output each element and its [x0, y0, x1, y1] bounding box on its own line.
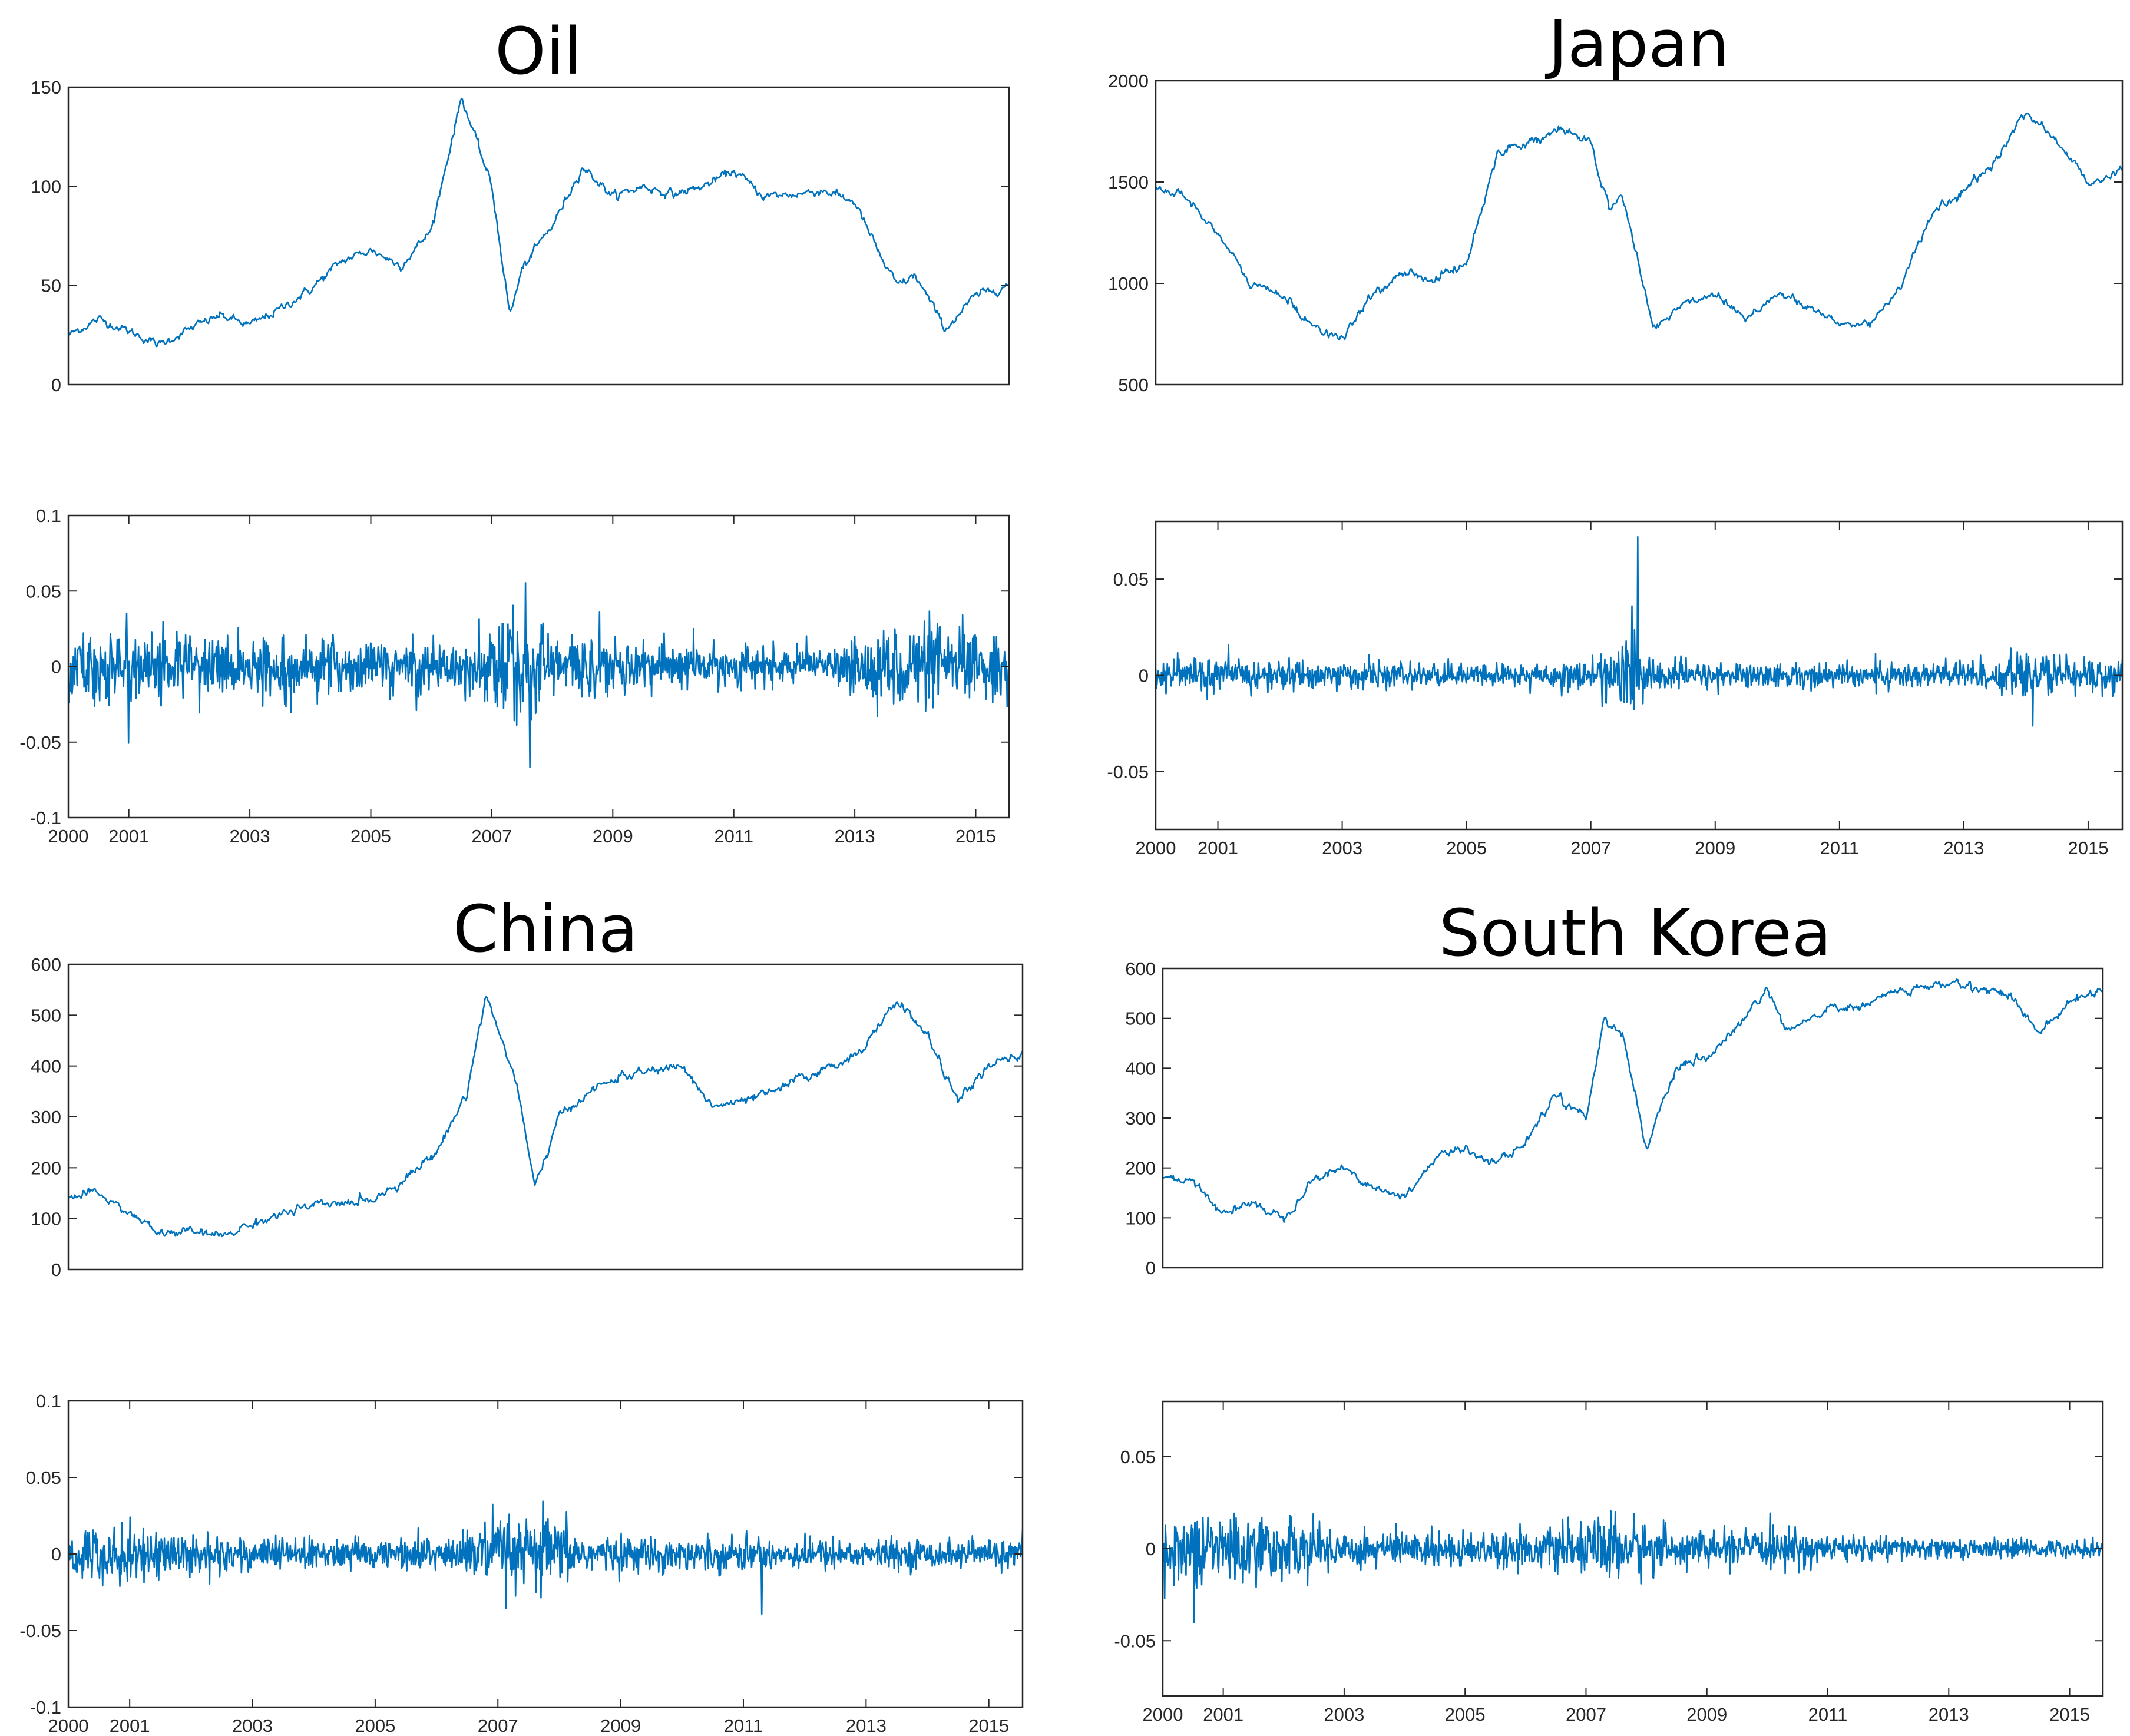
plot-frame	[1155, 80, 2124, 386]
y-tick-label: 500	[31, 1005, 61, 1026]
x-tick-label: 2015	[955, 826, 996, 846]
x-tick-label: 2007	[1570, 838, 1611, 858]
y-tick-label: 0	[1146, 1258, 1156, 1278]
y-tick-label: 150	[31, 77, 61, 98]
y-tick-label: 0	[51, 1259, 61, 1280]
series-line	[68, 996, 1023, 1238]
y-tick-label: 600	[1125, 958, 1156, 979]
x-tick-label: 2003	[1324, 1704, 1364, 1725]
x-tick-label: 2015	[2068, 838, 2108, 858]
x-tick-label: 2005	[1445, 1704, 1486, 1725]
x-tick-label: 2001	[108, 826, 149, 846]
x-tick-label: 2005	[1446, 838, 1487, 858]
chart-title: China	[453, 891, 638, 967]
x-tick-label: 2000	[48, 826, 89, 846]
x-tick-label: 2011	[1820, 838, 1860, 858]
x-tick-label: 2001	[110, 1715, 150, 1736]
x-tick-label: 2013	[846, 1715, 887, 1736]
x-tick-label: 2000	[48, 1715, 89, 1736]
y-tick-label: -0.1	[30, 1697, 61, 1718]
x-tick-label: 2000	[1136, 838, 1176, 858]
y-tick-label: 100	[31, 1209, 61, 1229]
chart-title: South Korea	[1439, 895, 1832, 971]
y-tick-label: 0.05	[26, 581, 61, 601]
x-tick-label: 2013	[835, 826, 875, 846]
x-tick-label: 2009	[1695, 838, 1735, 858]
y-tick-label: 400	[1125, 1058, 1156, 1079]
series-line	[1156, 112, 2122, 341]
x-tick-label: 2001	[1203, 1704, 1243, 1725]
x-tick-label: 2013	[1943, 838, 1984, 858]
series-line	[1163, 978, 2103, 1224]
y-tick-label: 500	[1118, 375, 1149, 395]
series-line	[68, 98, 1009, 348]
chart-panel-8: -0.05 0 0.05 2000 2001 2003 2005 2007 2009 2011 20…	[1114, 1400, 2104, 1725]
y-tick-label: -0.05	[19, 732, 61, 753]
y-tick-label: 0	[51, 375, 61, 395]
x-tick-label: 2003	[230, 826, 270, 846]
y-tick-label: 300	[1125, 1108, 1156, 1129]
series-line	[1156, 535, 2122, 727]
x-tick-label: 2007	[471, 826, 512, 846]
y-tick-label: 1500	[1108, 172, 1149, 193]
y-tick-label: 100	[31, 176, 61, 197]
x-tick-label: 2009	[600, 1715, 641, 1736]
x-tick-label: 2011	[1808, 1704, 1848, 1725]
x-tick-label: 2003	[232, 1715, 273, 1736]
x-tick-label: 2009	[1686, 1704, 1727, 1725]
y-tick-label: 0	[1146, 1539, 1156, 1559]
series-line	[1163, 1510, 2103, 1623]
y-tick-label: 300	[31, 1107, 61, 1127]
x-tick-label: 2003	[1322, 838, 1362, 858]
chart-title: Japan	[1545, 6, 1729, 81]
x-tick-label: 2013	[1929, 1704, 1969, 1725]
series-line	[68, 1500, 1023, 1615]
chart-panel-2: -0.1 -0.05 0 0.05 0.1 2000 2001 2003 2005 2007 200…	[19, 505, 1010, 846]
y-tick-label: 400	[31, 1056, 61, 1077]
chart-title: Oil	[495, 14, 582, 89]
y-tick-label: 0.1	[36, 505, 61, 526]
series-line	[68, 582, 1009, 768]
x-tick-label: 2000	[1143, 1704, 1183, 1725]
y-tick-label: 0.1	[36, 1391, 61, 1411]
y-tick-label: 600	[31, 954, 61, 975]
y-tick-label: 0	[51, 1544, 61, 1565]
y-tick-label: -0.05	[19, 1621, 61, 1641]
x-tick-label: 2005	[355, 1715, 395, 1736]
chart-panel-4: -0.05 0 0.05 2000 2001 2003 2005 2007 2009 2011 20…	[1107, 520, 2124, 858]
y-tick-label: 1000	[1108, 273, 1149, 294]
chart-panel-7: South Korea 0 100 200 300 400 500 600	[1125, 895, 2104, 1278]
x-tick-label: 2007	[478, 1715, 518, 1736]
y-tick-label: 500	[1125, 1008, 1156, 1029]
chart-panel-3: Japan 500 1000 1500 2000	[1108, 6, 2124, 395]
y-tick-label: -0.1	[30, 808, 61, 828]
x-tick-label: 2015	[2049, 1704, 2090, 1725]
chart-panel-5: China 0 100 200 300 400 500 600	[31, 891, 1024, 1280]
y-tick-label: 0	[51, 657, 61, 677]
plot-frame	[1162, 967, 2104, 1269]
y-tick-label: -0.05	[1114, 1631, 1156, 1651]
y-tick-label: 0.05	[1113, 569, 1149, 590]
x-tick-label: 2007	[1566, 1704, 1606, 1725]
y-tick-label: 0.05	[26, 1467, 61, 1488]
y-tick-label: 100	[1125, 1208, 1156, 1228]
x-tick-label: 2011	[714, 826, 753, 846]
y-tick-label: 50	[41, 276, 61, 296]
x-tick-label: 2001	[1198, 838, 1238, 858]
chart-panel-6: -0.1 -0.05 0 0.05 0.1 2000 2001 2003 2005 2007 200…	[19, 1391, 1024, 1736]
plot-frame	[67, 963, 1024, 1271]
x-tick-label: 2011	[724, 1715, 763, 1736]
x-tick-label: 2009	[593, 826, 633, 846]
y-tick-label: 200	[1125, 1158, 1156, 1179]
chart-panel-1: Oil 0 50 100 150	[31, 14, 1010, 395]
y-tick-label: 0	[1139, 666, 1149, 686]
y-tick-label: 0.05	[1120, 1447, 1156, 1467]
plot-frame	[67, 86, 1010, 386]
x-tick-label: 2005	[350, 826, 391, 846]
x-tick-label: 2015	[968, 1715, 1009, 1736]
y-tick-label: 2000	[1108, 71, 1149, 91]
y-tick-label: -0.05	[1107, 762, 1149, 782]
y-tick-label: 200	[31, 1158, 61, 1178]
